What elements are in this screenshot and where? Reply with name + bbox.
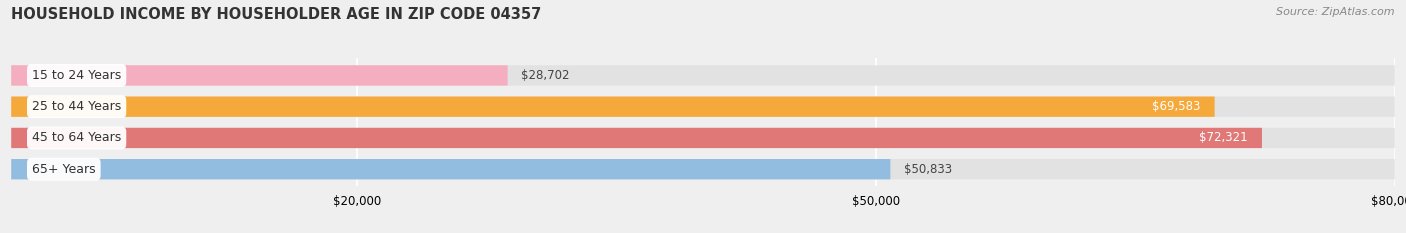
Text: 15 to 24 Years: 15 to 24 Years <box>32 69 121 82</box>
FancyBboxPatch shape <box>11 159 1395 179</box>
FancyBboxPatch shape <box>11 159 890 179</box>
Text: $28,702: $28,702 <box>522 69 569 82</box>
Text: $69,583: $69,583 <box>1153 100 1201 113</box>
FancyBboxPatch shape <box>11 96 1395 117</box>
FancyBboxPatch shape <box>11 128 1395 148</box>
FancyBboxPatch shape <box>11 128 1263 148</box>
Text: 45 to 64 Years: 45 to 64 Years <box>32 131 121 144</box>
FancyBboxPatch shape <box>11 96 1215 117</box>
Text: 65+ Years: 65+ Years <box>32 163 96 176</box>
Text: Source: ZipAtlas.com: Source: ZipAtlas.com <box>1277 7 1395 17</box>
Text: $72,321: $72,321 <box>1199 131 1249 144</box>
Text: $50,833: $50,833 <box>904 163 952 176</box>
Text: 25 to 44 Years: 25 to 44 Years <box>32 100 121 113</box>
FancyBboxPatch shape <box>11 65 1395 86</box>
FancyBboxPatch shape <box>11 65 508 86</box>
Text: HOUSEHOLD INCOME BY HOUSEHOLDER AGE IN ZIP CODE 04357: HOUSEHOLD INCOME BY HOUSEHOLDER AGE IN Z… <box>11 7 541 22</box>
